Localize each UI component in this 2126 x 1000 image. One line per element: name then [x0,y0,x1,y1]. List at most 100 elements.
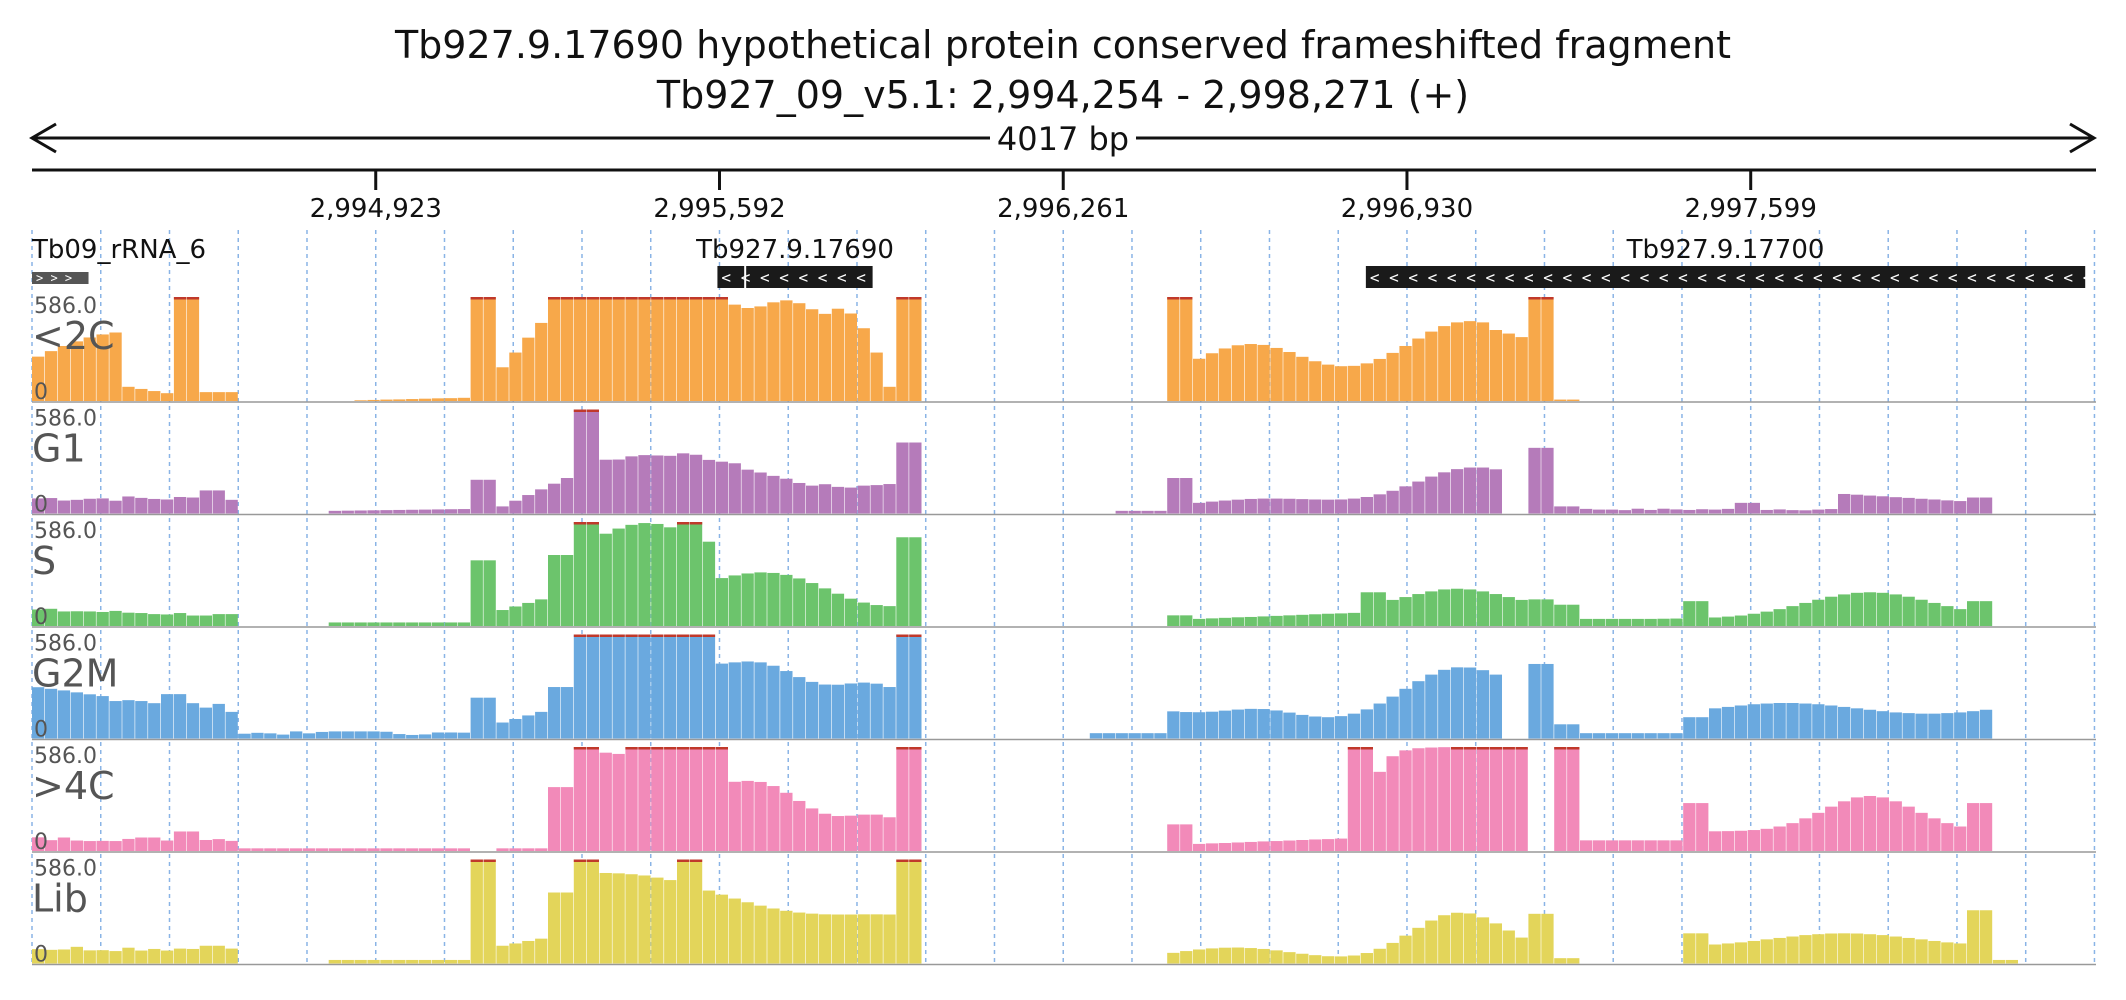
coverage-bar [1334,838,1348,851]
coverage-bar [857,602,870,626]
coverage-bar [883,817,896,851]
coverage-bar [1812,812,1825,851]
coverage-bar [715,747,728,851]
coverage-bar [1296,499,1309,514]
coverage-bar [586,747,599,851]
track->4C: 586.0 0 >4C [32,744,2096,855]
feature-Tb927.9.17700[interactable]: < < < < < < < < < < < < < < < < < < < < … [1365,235,2126,288]
clip-marker [1541,297,1554,300]
coverage-bar [844,815,857,851]
coverage-bar [419,509,432,514]
coverage-bar [1799,818,1812,851]
coverage-bar [1554,604,1567,626]
coverage-bar [1309,955,1322,964]
track-ymax-label: 586.0 [34,744,97,769]
coverage-bar [1309,499,1322,514]
coverage-bar [148,703,161,739]
coverage-bar [1360,953,1373,964]
coverage-bar [148,391,161,401]
x-tick-label: 2,995,592 [653,194,785,224]
clip-marker [677,747,690,750]
coverage-bar [1270,841,1283,851]
clip-marker [560,297,574,300]
clip-marker [548,297,561,300]
coverage-bar [1412,481,1425,514]
coverage-bar [1863,495,1877,514]
coverage-bar [419,622,432,626]
coverage-bar [1373,592,1386,626]
coverage-bar [341,959,354,964]
coverage-bar [1554,399,1567,401]
coverage-bar [1463,667,1477,739]
coverage-bar [1438,472,1451,514]
coverage-bar [470,479,483,514]
clip-marker [586,409,599,412]
coverage-bar [1180,951,1193,964]
coverage-bar [767,786,780,851]
coverage-bar [186,297,200,401]
coverage-bar [1928,602,1941,626]
coverage-bar [109,500,122,514]
chart-header: Tb927.9.17690 hypothetical protein conse… [29,23,2097,172]
coverage-bar [444,732,458,739]
coverage-bar [1902,806,1915,851]
coverage-bar [109,841,122,851]
track-<2C: 586.0 0 <2C [32,294,2096,405]
coverage-bar [1541,663,1554,739]
coverage-bar [857,914,870,964]
coverage-bar [1657,618,1670,626]
clip-marker [586,747,599,750]
coverage-bar [1360,747,1373,851]
chart-subtitle: Tb927_09_v5.1: 2,994,254 - 2,998,271 (+) [656,73,1469,117]
coverage-bar [560,787,574,851]
coverage-bar [1825,596,1838,626]
track-ymin-label: 0 [34,605,48,630]
grid-lines [31,230,2096,965]
feature-Tb09_rRNA_6[interactable]: > > > Tb09_rRNA_6 [31,235,206,285]
coverage-bar [625,524,638,626]
coverage-bar [1979,910,1993,964]
coverage-bar [1967,803,1980,851]
coverage-bar [586,409,599,514]
coverage-bar [1773,826,1786,851]
coverage-bar [1167,824,1180,851]
coverage-bar [1425,920,1438,964]
coverage-bar [1322,364,1335,401]
coverage-tracks: 586.00<2C586.00G1586.00S586.00G2M586.00>… [32,294,2096,968]
coverage-bar [1296,839,1309,851]
coverage-bar [535,711,548,739]
coverage-bar [677,297,690,401]
coverage-bar [135,388,148,401]
clip-marker [689,859,703,862]
coverage-bar [1683,803,1696,851]
clip-marker [599,634,612,637]
coverage-bar [1515,937,1528,964]
coverage-bar [767,302,780,401]
coverage-bar [1915,713,1928,739]
clip-marker [677,297,690,300]
coverage-bar [548,687,561,739]
clip-marker [1502,747,1515,750]
coverage-bar [677,634,690,739]
clip-marker [1347,747,1361,750]
coverage-bar [161,840,174,851]
coverage-bar [844,313,857,401]
coverage-bar [573,409,587,514]
coverage-bar [70,946,83,964]
coverage-bar [677,747,690,851]
coverage-bar [444,509,458,514]
coverage-bar [1592,509,1606,514]
coverage-bar [1412,338,1425,401]
coverage-bar [1360,496,1373,514]
coverage-bar [444,622,458,626]
coverage-bar [548,892,561,964]
coverage-bar [1399,345,1412,401]
clip-marker [470,297,483,300]
coverage-bar [135,497,148,514]
feature-Tb927.9.17690[interactable]: < < < < < < < < < Tb927.9.17690 [695,235,894,288]
coverage-bar [909,859,922,964]
coverage-bar [844,598,857,626]
coverage-bar [1257,709,1270,739]
coverage-bar [1812,599,1825,626]
coverage-bar [1476,917,1490,964]
